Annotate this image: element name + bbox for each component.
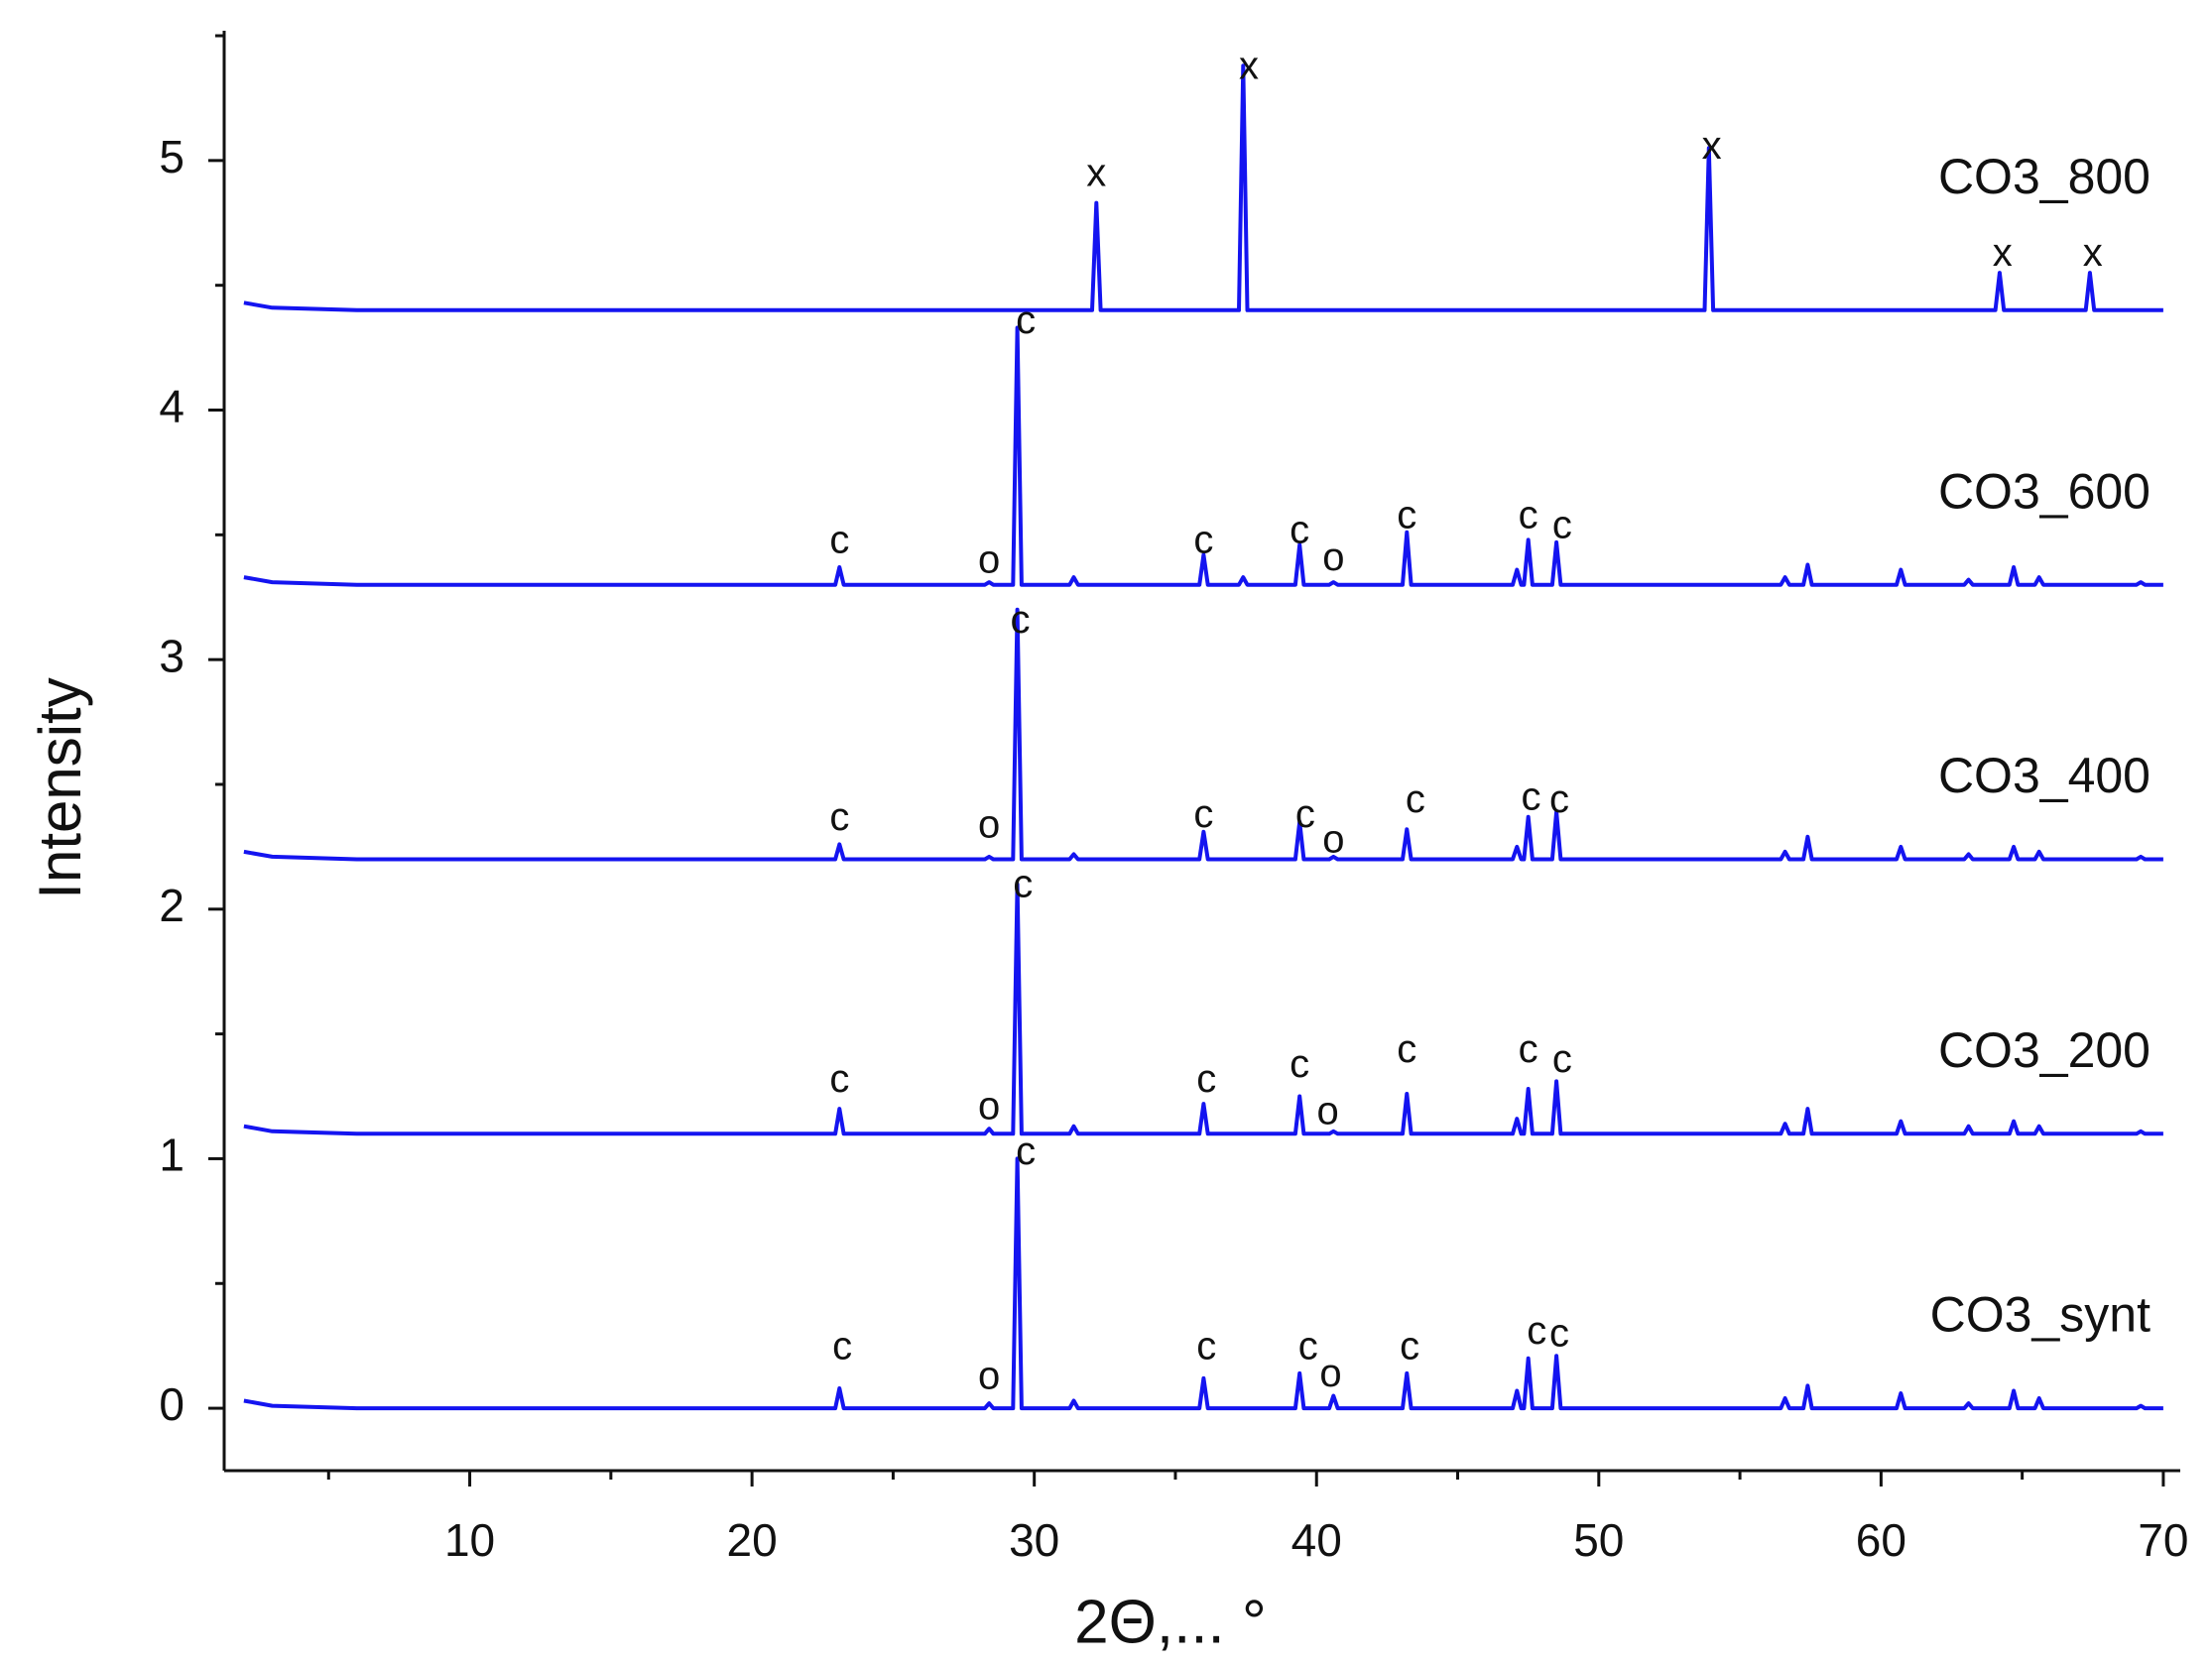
y-tick-label: 1 [159, 1130, 184, 1181]
peak-annotation: c [1290, 1042, 1309, 1086]
peak-annotation: x [1239, 44, 1259, 87]
peak-annotation: o [978, 538, 1000, 582]
peak-annotation: o [978, 802, 1000, 846]
peak-annotation: c [1013, 863, 1033, 906]
peak-annotation: c [1290, 508, 1309, 551]
series-label: CO3_200 [1938, 1022, 2151, 1078]
x-tick-label: 10 [444, 1514, 495, 1566]
y-tick-label: 4 [159, 381, 184, 432]
peak-annotation: c [829, 518, 849, 561]
peak-annotation: c [1549, 777, 1569, 821]
x-axis-title: 2Θ,... ° [1074, 1588, 1267, 1656]
peak-annotation: o [978, 1354, 1000, 1397]
peak-annotation: o [1322, 536, 1344, 579]
peak-annotation: c [1397, 1027, 1416, 1071]
x-tick-label: 40 [1291, 1514, 1342, 1566]
xrd-line [243, 325, 2163, 587]
xrd-line [243, 607, 2163, 862]
y-tick-label: 0 [159, 1378, 184, 1430]
peak-annotation: c [832, 1324, 852, 1368]
peak-annotation: c [1010, 598, 1030, 642]
peak-annotation: c [1016, 298, 1036, 342]
peak-annotation: c [1196, 1324, 1216, 1368]
peak-annotation: c [1295, 792, 1315, 836]
peak-annotation: c [1193, 792, 1213, 836]
y-tick-label: 3 [159, 630, 184, 681]
peak-annotation: c [1196, 1057, 1216, 1101]
series-label: CO3_600 [1938, 463, 2151, 519]
peak-annotation: c [1519, 1027, 1538, 1071]
x-tick-label: 20 [727, 1514, 778, 1566]
peak-annotation: c [1400, 1324, 1419, 1368]
peak-annotation: c [1549, 1312, 1569, 1356]
peak-annotation: o [978, 1085, 1000, 1129]
series-label: CO3_800 [1938, 149, 2151, 204]
y-tick-label: 5 [159, 131, 184, 182]
peak-annotation: c [1552, 503, 1572, 546]
y-tick-label: 2 [159, 880, 184, 931]
x-tick-label: 70 [2138, 1514, 2188, 1566]
x-tick-label: 30 [1009, 1514, 1059, 1566]
peak-annotation: x [1993, 231, 2013, 275]
x-tick-label: 60 [1856, 1514, 1906, 1566]
series-label: CO3_synt [1930, 1287, 2151, 1343]
peak-annotation: c [1298, 1324, 1318, 1368]
peak-annotation: x [2083, 231, 2103, 275]
peak-annotation: c [1527, 1309, 1546, 1353]
xrd-line [243, 1156, 2163, 1411]
x-tick-label: 50 [1573, 1514, 1624, 1566]
peak-annotation: c [1193, 518, 1213, 561]
peak-annotation: o [1317, 1090, 1339, 1133]
series-label: CO3_400 [1938, 748, 2151, 803]
peak-annotation: c [1397, 493, 1416, 536]
peak-annotation: c [1552, 1037, 1572, 1081]
peak-annotation: c [1406, 777, 1425, 821]
peak-annotation: c [829, 795, 849, 839]
peak-annotation: o [1322, 817, 1344, 861]
peak-annotation: c [1519, 493, 1538, 536]
peak-annotation: c [1016, 1130, 1036, 1173]
xrd-line [243, 882, 2163, 1136]
y-axis-title: Intensity [27, 677, 93, 898]
peak-annotation: x [1086, 152, 1106, 195]
peak-annotation: o [1319, 1352, 1341, 1395]
xrd-line [243, 63, 2163, 312]
peak-annotation: x [1702, 124, 1722, 168]
peak-annotation: c [829, 1057, 849, 1101]
peak-annotation: c [1522, 775, 1541, 819]
